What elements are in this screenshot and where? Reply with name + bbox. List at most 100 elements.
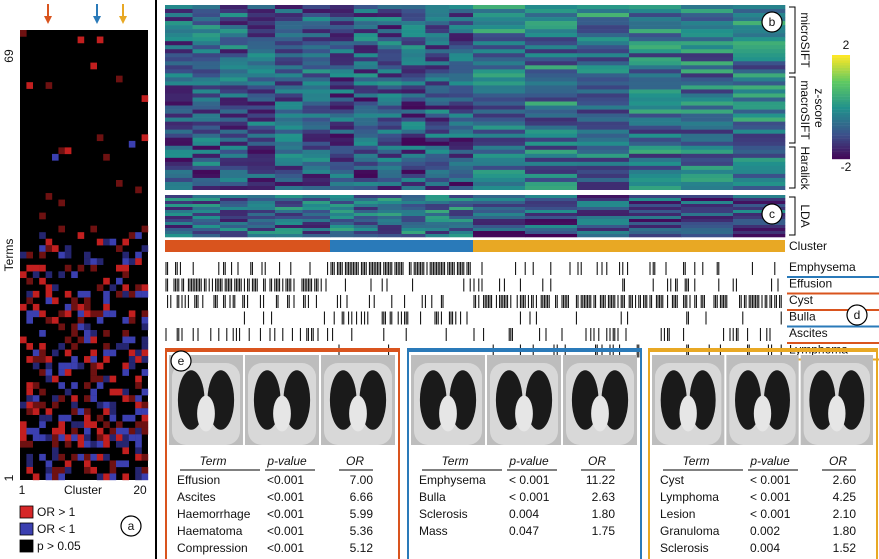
- heatmap-cell: [90, 421, 97, 428]
- heatmap-cell: [84, 421, 91, 428]
- heatmap-cell: [220, 122, 248, 126]
- heatmap-cell: [525, 5, 577, 9]
- table-term: Ascites: [177, 490, 216, 504]
- heatmap-cell: [52, 473, 59, 480]
- heatmap-cell: [402, 114, 426, 118]
- heatmap-cell: [193, 81, 221, 85]
- heatmap-cell: [681, 93, 733, 97]
- heatmap-cell: [129, 291, 136, 298]
- heatmap-cell: [20, 428, 27, 435]
- heatmap-cell: [354, 29, 378, 33]
- heatmap-cell: [525, 29, 577, 33]
- heatmap-cell: [681, 61, 733, 65]
- heatmap-cell: [122, 252, 129, 259]
- heatmap-cell: [78, 454, 85, 461]
- heatmap-cell: [303, 154, 331, 158]
- heatmap-cell: [303, 21, 331, 25]
- heatmap-cell: [248, 195, 276, 198]
- heatmap-cell: [425, 85, 449, 89]
- heatmap-cell: [84, 428, 91, 435]
- heatmap-cell: [330, 204, 354, 207]
- heatmap-cell: [78, 408, 85, 415]
- heatmap-cell: [402, 53, 426, 57]
- heatmap-cell: [330, 77, 354, 81]
- heatmap-cell: [449, 21, 473, 25]
- heatmap-cell: [681, 57, 733, 61]
- heatmap-cell: [681, 65, 733, 69]
- heatmap-cell: [248, 162, 276, 166]
- heatmap-cell: [248, 77, 276, 81]
- heatmap-cell: [733, 106, 785, 110]
- heatmap-cell: [135, 356, 142, 363]
- heatmap-cell: [378, 110, 402, 114]
- heatmap-cell: [473, 106, 525, 110]
- heatmap-cell: [52, 376, 59, 383]
- heatmap-cell: [330, 150, 354, 154]
- colorbar-cell: [832, 63, 850, 66]
- heatmap-cell: [220, 13, 248, 17]
- heatmap-cell: [330, 216, 354, 219]
- heatmap-cell: [577, 222, 629, 225]
- cluster-bar: [330, 240, 473, 252]
- heatmap-cell: [525, 228, 577, 231]
- heatmap-cell: [402, 126, 426, 130]
- heatmap-cell: [303, 61, 331, 65]
- heatmap-cell: [629, 231, 681, 234]
- heatmap-cell: [26, 82, 33, 89]
- table-term: Lymphoma: [660, 490, 719, 504]
- heatmap-cell: [78, 337, 85, 344]
- heatmap-cell: [330, 13, 354, 17]
- heatmap-cell: [330, 69, 354, 73]
- heatmap-cell: [629, 222, 681, 225]
- heatmap-cell: [122, 460, 129, 467]
- heatmap-cell: [354, 102, 378, 106]
- heatmap-cell: [220, 93, 248, 97]
- heatmap-cell: [220, 186, 248, 190]
- heatmap-cell: [525, 216, 577, 219]
- heatmap-cell: [26, 395, 33, 402]
- heatmap-cell: [425, 198, 449, 201]
- heatmap-cell: [97, 382, 104, 389]
- heatmap-cell: [26, 291, 33, 298]
- heatmap-cell: [525, 65, 577, 69]
- heatmap-cell: [165, 186, 193, 190]
- heatmap-cell: [733, 37, 785, 41]
- colorbar-cell: [832, 71, 850, 74]
- heatmap-cell: [165, 134, 193, 138]
- heatmap-cell: [378, 37, 402, 41]
- heatmap-cell: [425, 228, 449, 231]
- heatmap-cell: [26, 441, 33, 448]
- colorbar-cell: [832, 78, 850, 81]
- heatmap-cell: [354, 158, 378, 162]
- heatmap-cell: [26, 310, 33, 317]
- table-or: 1.80: [833, 524, 857, 538]
- heatmap-cell: [354, 178, 378, 182]
- heatmap-cell: [275, 9, 303, 13]
- heatmap-cell: [378, 195, 402, 198]
- heatmap-cell: [58, 369, 65, 376]
- heatmap-cell: [129, 337, 136, 344]
- heatmap-cell: [330, 85, 354, 89]
- heatmap-cell: [449, 69, 473, 73]
- heatmap-cell: [135, 454, 142, 461]
- heatmap-cell: [303, 204, 331, 207]
- heatmap-cell: [378, 102, 402, 106]
- heatmap-cell: [449, 142, 473, 146]
- heatmap-cell: [629, 216, 681, 219]
- table-or: 1.75: [592, 524, 616, 538]
- heatmap-cell: [330, 174, 354, 178]
- heatmap-cell: [681, 138, 733, 142]
- heatmap-cell: [681, 118, 733, 122]
- heatmap-cell: [275, 89, 303, 93]
- heatmap-cell: [354, 195, 378, 198]
- heatmap-cell: [733, 9, 785, 13]
- heatmap-cell: [577, 13, 629, 17]
- heatmap-cell: [378, 122, 402, 126]
- heatmap-cell: [275, 228, 303, 231]
- heatmap-cell: [275, 102, 303, 106]
- heatmap-cell: [449, 81, 473, 85]
- heatmap-cell: [525, 21, 577, 25]
- heatmap-cell: [84, 382, 91, 389]
- heatmap-cell: [449, 219, 473, 222]
- heatmap-cell: [46, 291, 53, 298]
